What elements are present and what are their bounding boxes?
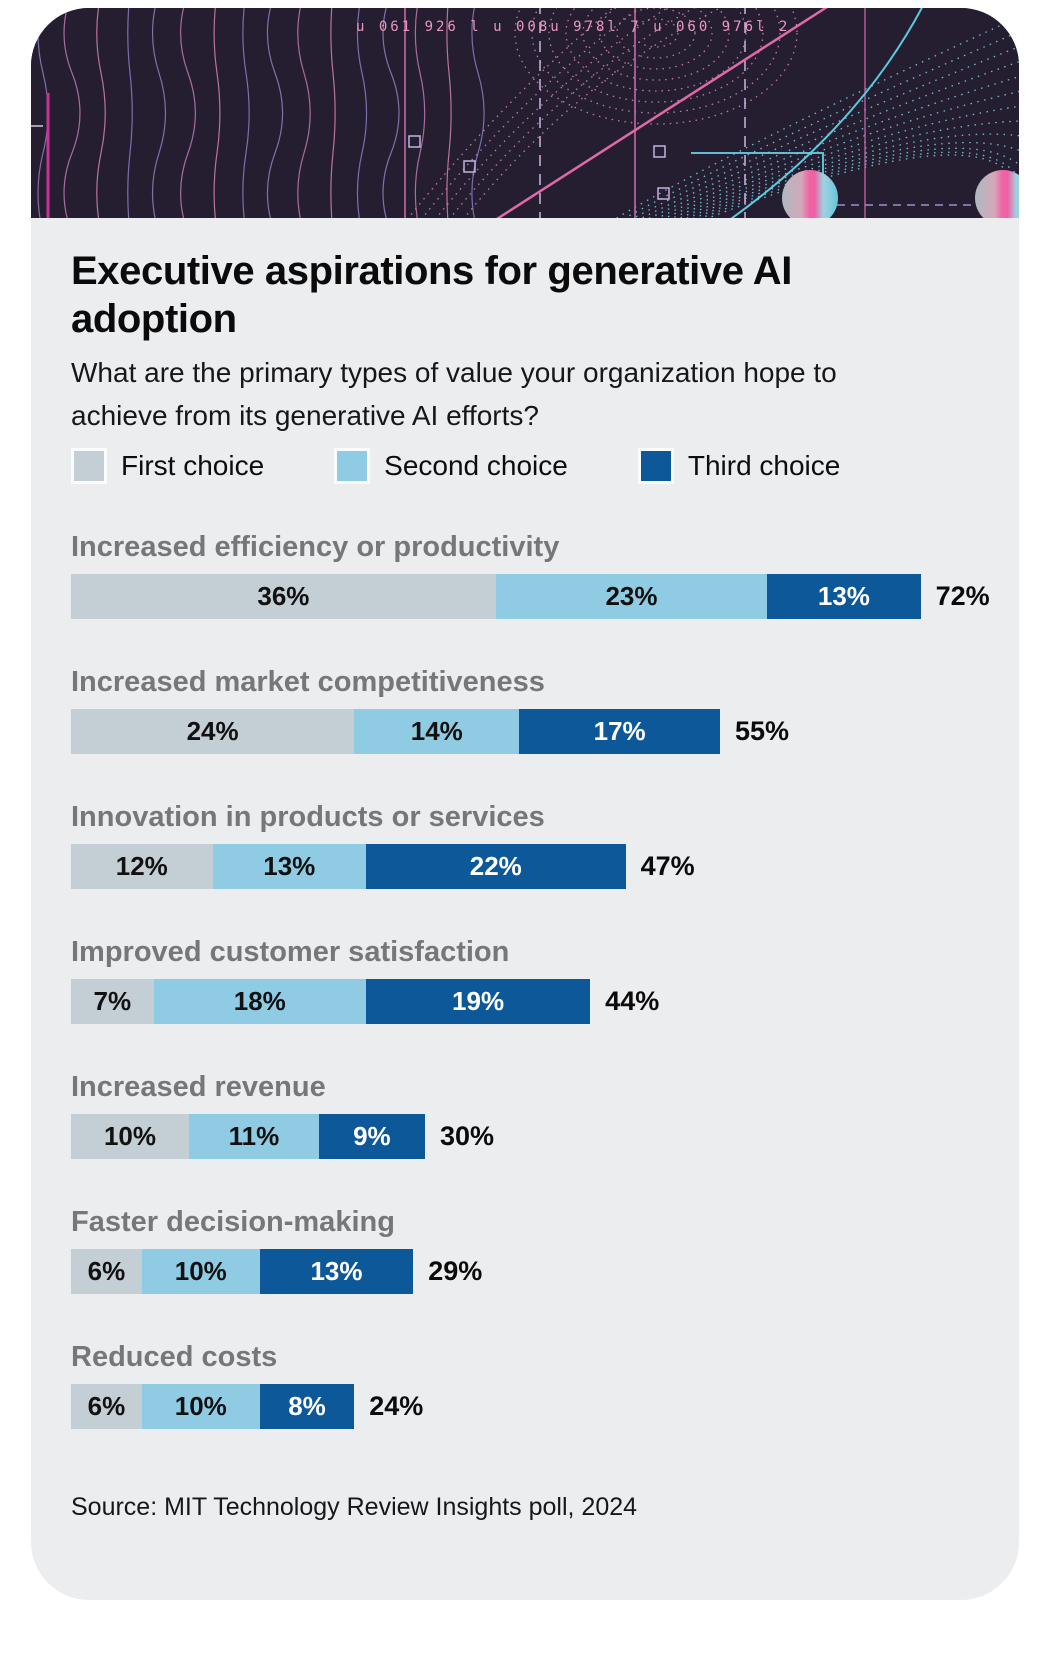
cyan-curve [730,8,923,218]
chart-subtitle: What are the primary types of value your… [71,357,837,431]
chart-row: Increased efficiency or productivity 36% 2… [71,529,990,619]
bar-segment-third-choice: 13% [259,1249,414,1294]
glitch-text: u 061 926 l u 008u 978l 7 u 060 976l 2 [356,19,790,35]
bar-segment-second-choice: 11% [189,1114,319,1159]
bar-line: 10% 11% 9% 30% [71,1114,979,1159]
stacked-bar: 10% 11% 9% [71,1114,425,1159]
bar-line: 36% 23% 13% 72% [71,574,990,619]
bar-segment-second-choice: 10% [141,1384,260,1429]
bar-segment-third-choice: 17% [519,709,720,754]
bar-segment-first-choice: 12% [71,844,213,889]
bar-segment-third-choice: 19% [365,979,591,1024]
bar-segment-first-choice: 10% [71,1114,189,1159]
square-markers [408,135,670,200]
bar-segment-second-choice: 14% [354,709,520,754]
stacked-bar: 24% 14% 17% [71,709,720,754]
bar-line: 12% 13% 22% 47% [71,844,979,889]
category-label: Increased efficiency or productivity [71,531,560,563]
chart-row: Innovation in products or services 12% 13%… [71,799,979,889]
chart-title: Executive aspirations for generative AI … [71,249,792,341]
header-art-canvas: u 061 926 l u 008u 978l 7 u 060 976l 2 [31,8,1019,218]
total-label: 24% [369,1391,424,1421]
header-art-bg [31,8,1019,218]
bar-segment-third-choice: 8% [259,1384,355,1429]
legend-item-second-choice: Second choice [334,448,568,484]
stacked-bar: 7% 18% 19% [71,979,591,1024]
category-label: Innovation in products or services [71,801,545,833]
bar-segment-third-choice: 22% [365,844,626,889]
category-label: Faster decision-making [71,1206,395,1238]
legend-swatch-icon [334,448,371,484]
bar-segment-first-choice: 6% [71,1384,142,1429]
legend-swatch-icon [71,448,107,484]
total-label: 30% [439,1121,495,1151]
bar-line: 24% 14% 17% 55% [71,709,979,754]
chart-body: Executive aspirations for generative AI … [31,247,1019,1522]
legend: First choice Second choice Third choice [71,445,979,487]
chart-row: Reduced costs 6% 10% 8% 24% [71,1339,979,1429]
category-label: Increased market competitiveness [71,666,545,698]
chart-row: Faster decision-making 6% 10% 13% 29% [71,1204,979,1294]
bar-line: 7% 18% 19% 44% [71,979,979,1024]
total-label: 47% [640,851,695,881]
bar-segment-first-choice: 7% [71,979,154,1024]
bar-segment-third-choice: 9% [318,1114,425,1159]
bar-segment-second-choice: 10% [141,1249,260,1294]
bar-segment-second-choice: 13% [212,844,366,889]
grid-lines [31,8,866,218]
legend-label: Second choice [384,450,568,481]
contour-line-pattern [37,8,1019,218]
bar-line: 6% 10% 13% 29% [71,1249,979,1294]
legend-item-third-choice: Third choice [637,448,841,484]
total-label: 29% [428,1256,483,1286]
stacked-bar: 12% 13% 22% [71,844,626,889]
bar-segment-first-choice: 36% [71,574,496,619]
legend-item-first-choice: First choice [71,448,264,484]
gradient-sphere-icon [975,170,1019,218]
stacked-bar: 6% 10% 13% [71,1249,414,1294]
chart-row: Increased market competitiveness 24% 14% 17… [71,664,979,754]
stacked-bar: 6% 10% 8% [71,1384,355,1429]
stacked-bar-chart: Increased efficiency or productivity 36% 2… [71,529,990,1429]
chart-row: Increased revenue 10% 11% 9% 30% [71,1069,979,1159]
total-label: 55% [734,716,790,746]
bar-segment-third-choice: 13% [767,574,921,619]
bar-segment-first-choice: 24% [71,709,355,754]
legend-label: Third choice [687,450,841,481]
diagonal-line [496,8,828,218]
chart-row: Improved customer satisfaction 7% 18% 19% 44… [71,934,979,1024]
header-decorative-art: u 061 926 l u 008u 978l 7 u 060 976l 2 [31,8,1019,218]
gradient-sphere-icon [782,170,838,218]
category-label: Improved customer satisfaction [71,936,510,968]
infographic-card: u 061 926 l u 008u 978l 7 u 060 976l 2 E… [31,8,1019,1600]
category-label: Increased revenue [71,1071,326,1103]
total-label: 72% [935,581,990,611]
total-label: 44% [605,986,660,1016]
bar-segment-second-choice: 23% [495,574,768,619]
legend-label: First choice [121,450,265,481]
legend-swatch-icon [637,448,674,484]
bar-segment-first-choice: 6% [71,1249,142,1294]
bar-segment-second-choice: 18% [153,979,366,1024]
category-label: Reduced costs [71,1341,278,1373]
bar-line: 6% 10% 8% 24% [71,1384,979,1429]
source-note: Source: MIT Technology Review Insights p… [71,1493,638,1521]
stacked-bar: 36% 23% 13% [71,574,921,619]
